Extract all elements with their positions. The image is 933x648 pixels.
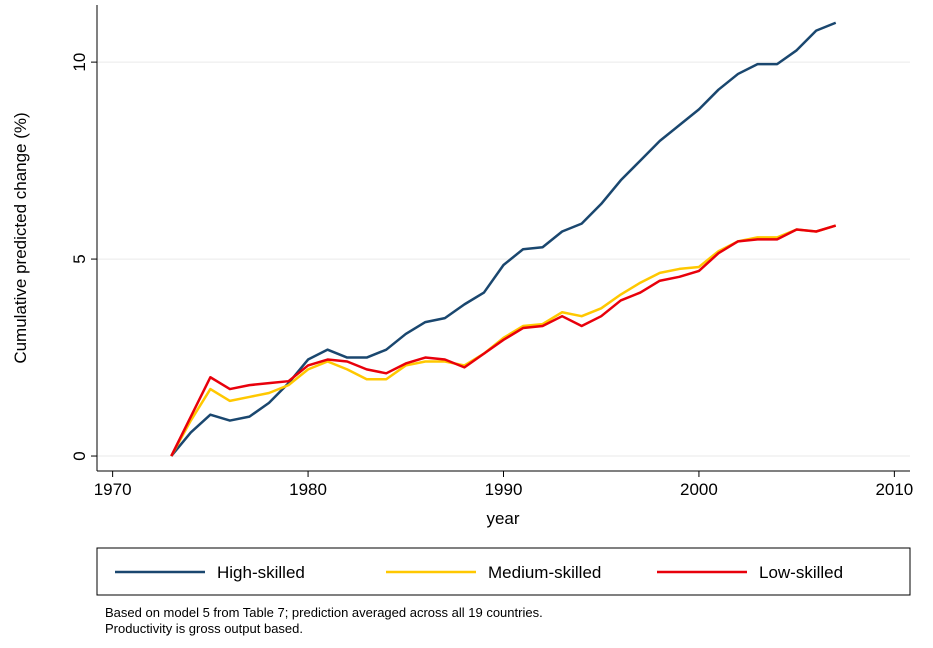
series-line [170, 224, 837, 457]
y-tick-label: 0 [70, 451, 89, 460]
y-tick-label: 5 [70, 254, 89, 263]
x-axis-title: year [486, 509, 519, 528]
note: Based on model 5 from Table 7; predictio… [105, 605, 543, 620]
legend-label: Medium-skilled [488, 563, 601, 582]
y-axis-title: Cumulative predicted change (%) [11, 112, 30, 363]
y-tick-label: 10 [70, 53, 89, 72]
note: Productivity is gross output based. [105, 621, 303, 636]
legend-box [96, 547, 911, 596]
series-line [170, 21, 837, 457]
legend-label: Low-skilled [759, 563, 843, 582]
x-tick-label: 1970 [94, 480, 132, 499]
legend-label: High-skilled [217, 563, 305, 582]
x-tick-label: 2000 [680, 480, 718, 499]
x-tick-label: 1990 [485, 480, 523, 499]
x-tick-label: 1980 [289, 480, 327, 499]
x-tick-label: 2010 [875, 480, 913, 499]
